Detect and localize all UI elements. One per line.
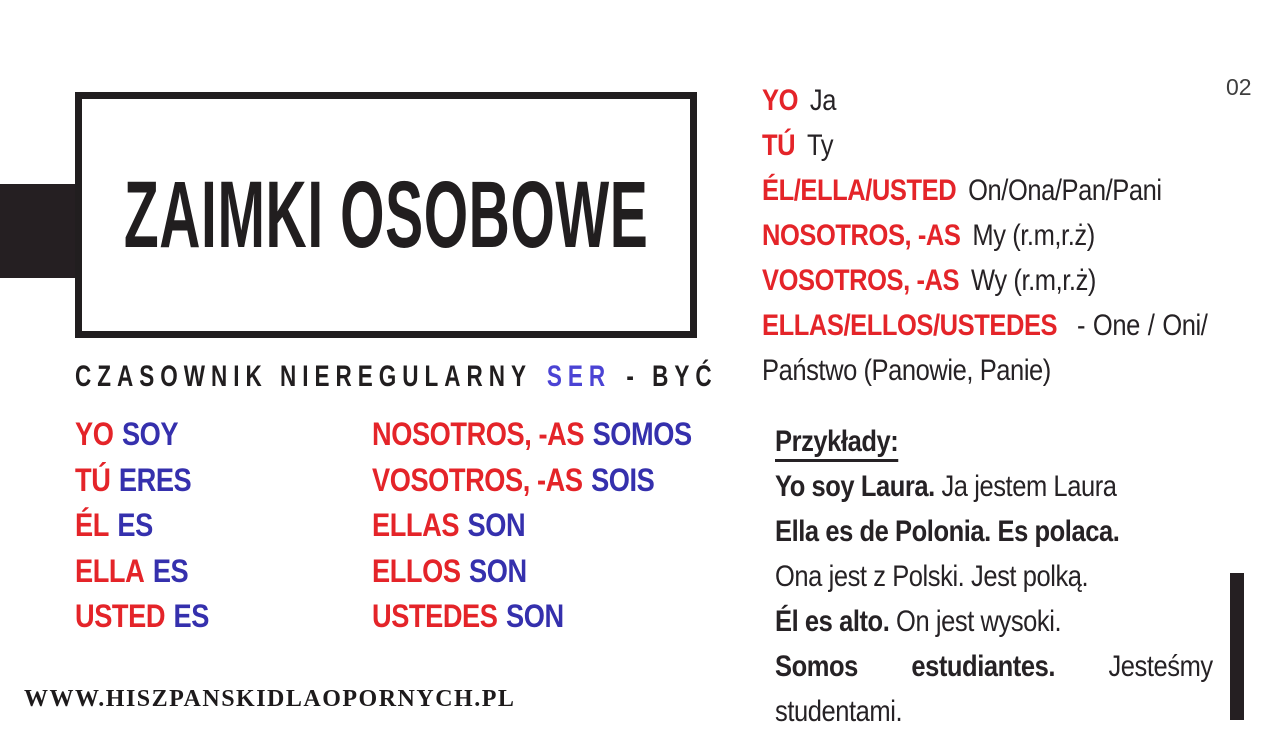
conjugation-row: NOSOTROS, -AS SOMOS <box>372 412 692 458</box>
conjugation-row: ELLOS SON <box>372 549 692 595</box>
conjugation-row: ELLA ES <box>75 549 209 595</box>
verb-text: SON <box>505 598 564 634</box>
conjugation-row: VOSOTROS, -AS SOIS <box>372 458 692 504</box>
example-spanish: Somos estudiantes. <box>775 650 1056 683</box>
translation-row: ELLAS/ELLOS/USTEDES - One / Oni/ Państwo… <box>762 303 1208 393</box>
conjugation-column-plural: NOSOTROS, -AS SOMOS VOSOTROS, -AS SOIS ELL… <box>372 412 692 640</box>
examples-heading: Przykłady: <box>775 419 1213 464</box>
conjugation-row: ELLAS SON <box>372 503 692 549</box>
spanish-pronoun: NOSOTROS, -AS <box>762 219 961 252</box>
spanish-pronoun: ÉL/ELLA/USTED <box>762 174 957 207</box>
pronoun-text: VOSOTROS, -AS <box>372 461 583 498</box>
page-title: ZAIMKI OSOBOWE <box>123 161 649 268</box>
example-line: Somos estudiantes. Jesteśmy studentami. <box>775 644 1213 734</box>
example-spanish: Yo soy Laura. <box>775 470 935 503</box>
verb-text: ES <box>117 507 153 543</box>
footer-url: WWW.HISZPANSKIDLAOPORNYCH.PL <box>24 686 516 712</box>
pronoun-text: ELLA <box>75 552 145 589</box>
example-spanish: Ella es de Polonia. Es polaca. <box>775 515 1120 548</box>
page-number: 02 <box>1226 74 1252 100</box>
verb-text: ES <box>152 552 189 589</box>
examples-section: Przykłady: Yo soy Laura. Ja jestem Laura… <box>775 419 1213 734</box>
subtitle-suffix: - BYĆ <box>626 360 718 393</box>
spanish-pronoun: VOSOTROS, -AS <box>762 264 960 297</box>
subtitle-verb-highlight: SER <box>546 360 612 393</box>
polish-translation: My (r.m,r.ż) <box>972 219 1095 252</box>
pronoun-text: ELLAS <box>372 507 460 543</box>
polish-translation: Wy (r.m,r.ż) <box>970 264 1096 297</box>
translation-row: TÚ Ty <box>762 123 1207 168</box>
example-line: Ona jest z Polski. Jest polką. <box>775 554 1213 599</box>
verb-text: SOMOS <box>592 416 693 452</box>
example-polish: On jest wysoki. <box>896 605 1062 638</box>
pronoun-text: TÚ <box>75 461 111 498</box>
example-line: Yo soy Laura. Ja jestem Laura <box>775 464 1213 509</box>
title-box: ZAIMKI OSOBOWE <box>75 92 697 338</box>
translation-row: YO Ja <box>762 78 1207 123</box>
subtitle-prefix: CZASOWNIK NIEREGULARNY <box>75 360 532 393</box>
verb-text: ERES <box>118 461 192 498</box>
right-accent-bar <box>1230 573 1244 720</box>
examples-heading-text: Przykłady: <box>775 425 899 462</box>
example-line: Él es alto. On jest wysoki. <box>775 599 1213 644</box>
pronoun-text: USTEDES <box>372 598 498 634</box>
conjugation-row: ÉL ES <box>75 503 209 549</box>
pronoun-translation-list: YO Ja TÚ Ty ÉL/ELLA/USTED On/Ona/Pan/Pani N… <box>762 78 1208 393</box>
conjugation-row: USTEDES SON <box>372 594 692 640</box>
polish-translation: Ja <box>809 84 837 117</box>
example-polish: Ona jest z Polski. Jest polką. <box>775 560 1089 593</box>
pronoun-text: ÉL <box>75 507 109 543</box>
example-polish: Ja jestem Laura <box>941 470 1117 503</box>
polish-translation: On/Ona/Pan/Pani <box>968 174 1162 207</box>
subtitle: CZASOWNIK NIEREGULARNY SER - BYĆ <box>75 360 718 394</box>
pronoun-text: USTED <box>75 598 166 634</box>
polish-translation: - One / Oni/ Państwo (Panowie, Panie) <box>762 309 1208 387</box>
translation-row: NOSOTROS, -AS My (r.m,r.ż) <box>762 213 1207 258</box>
verb-text: SON <box>467 507 526 543</box>
translation-row: VOSOTROS, -AS Wy (r.m,r.ż) <box>762 258 1207 303</box>
verb-text: SOIS <box>591 461 655 498</box>
pronoun-text: YO <box>75 416 114 452</box>
pronoun-text: ELLOS <box>372 552 461 589</box>
verb-text: ES <box>173 598 210 634</box>
polish-translation: Ty <box>807 129 834 162</box>
spanish-pronoun: ELLAS/ELLOS/USTEDES <box>762 309 1058 342</box>
verb-text: SON <box>469 552 527 589</box>
example-spanish: Él es alto. <box>775 605 890 638</box>
pronoun-text: NOSOTROS, -AS <box>372 416 585 452</box>
example-line: Ella es de Polonia. Es polaca. <box>775 509 1213 554</box>
verb-text: SOY <box>121 416 179 452</box>
conjugation-row: USTED ES <box>75 594 209 640</box>
spanish-pronoun: TÚ <box>762 129 796 162</box>
translation-row: ÉL/ELLA/USTED On/Ona/Pan/Pani <box>762 168 1207 213</box>
conjugation-row: YO SOY <box>75 412 209 458</box>
conjugation-column-singular: YO SOY TÚ ERES ÉL ES ELLA ES USTED ES <box>75 412 209 640</box>
conjugation-row: TÚ ERES <box>75 458 209 504</box>
left-accent-block <box>0 184 80 278</box>
spanish-pronoun: YO <box>762 84 799 117</box>
